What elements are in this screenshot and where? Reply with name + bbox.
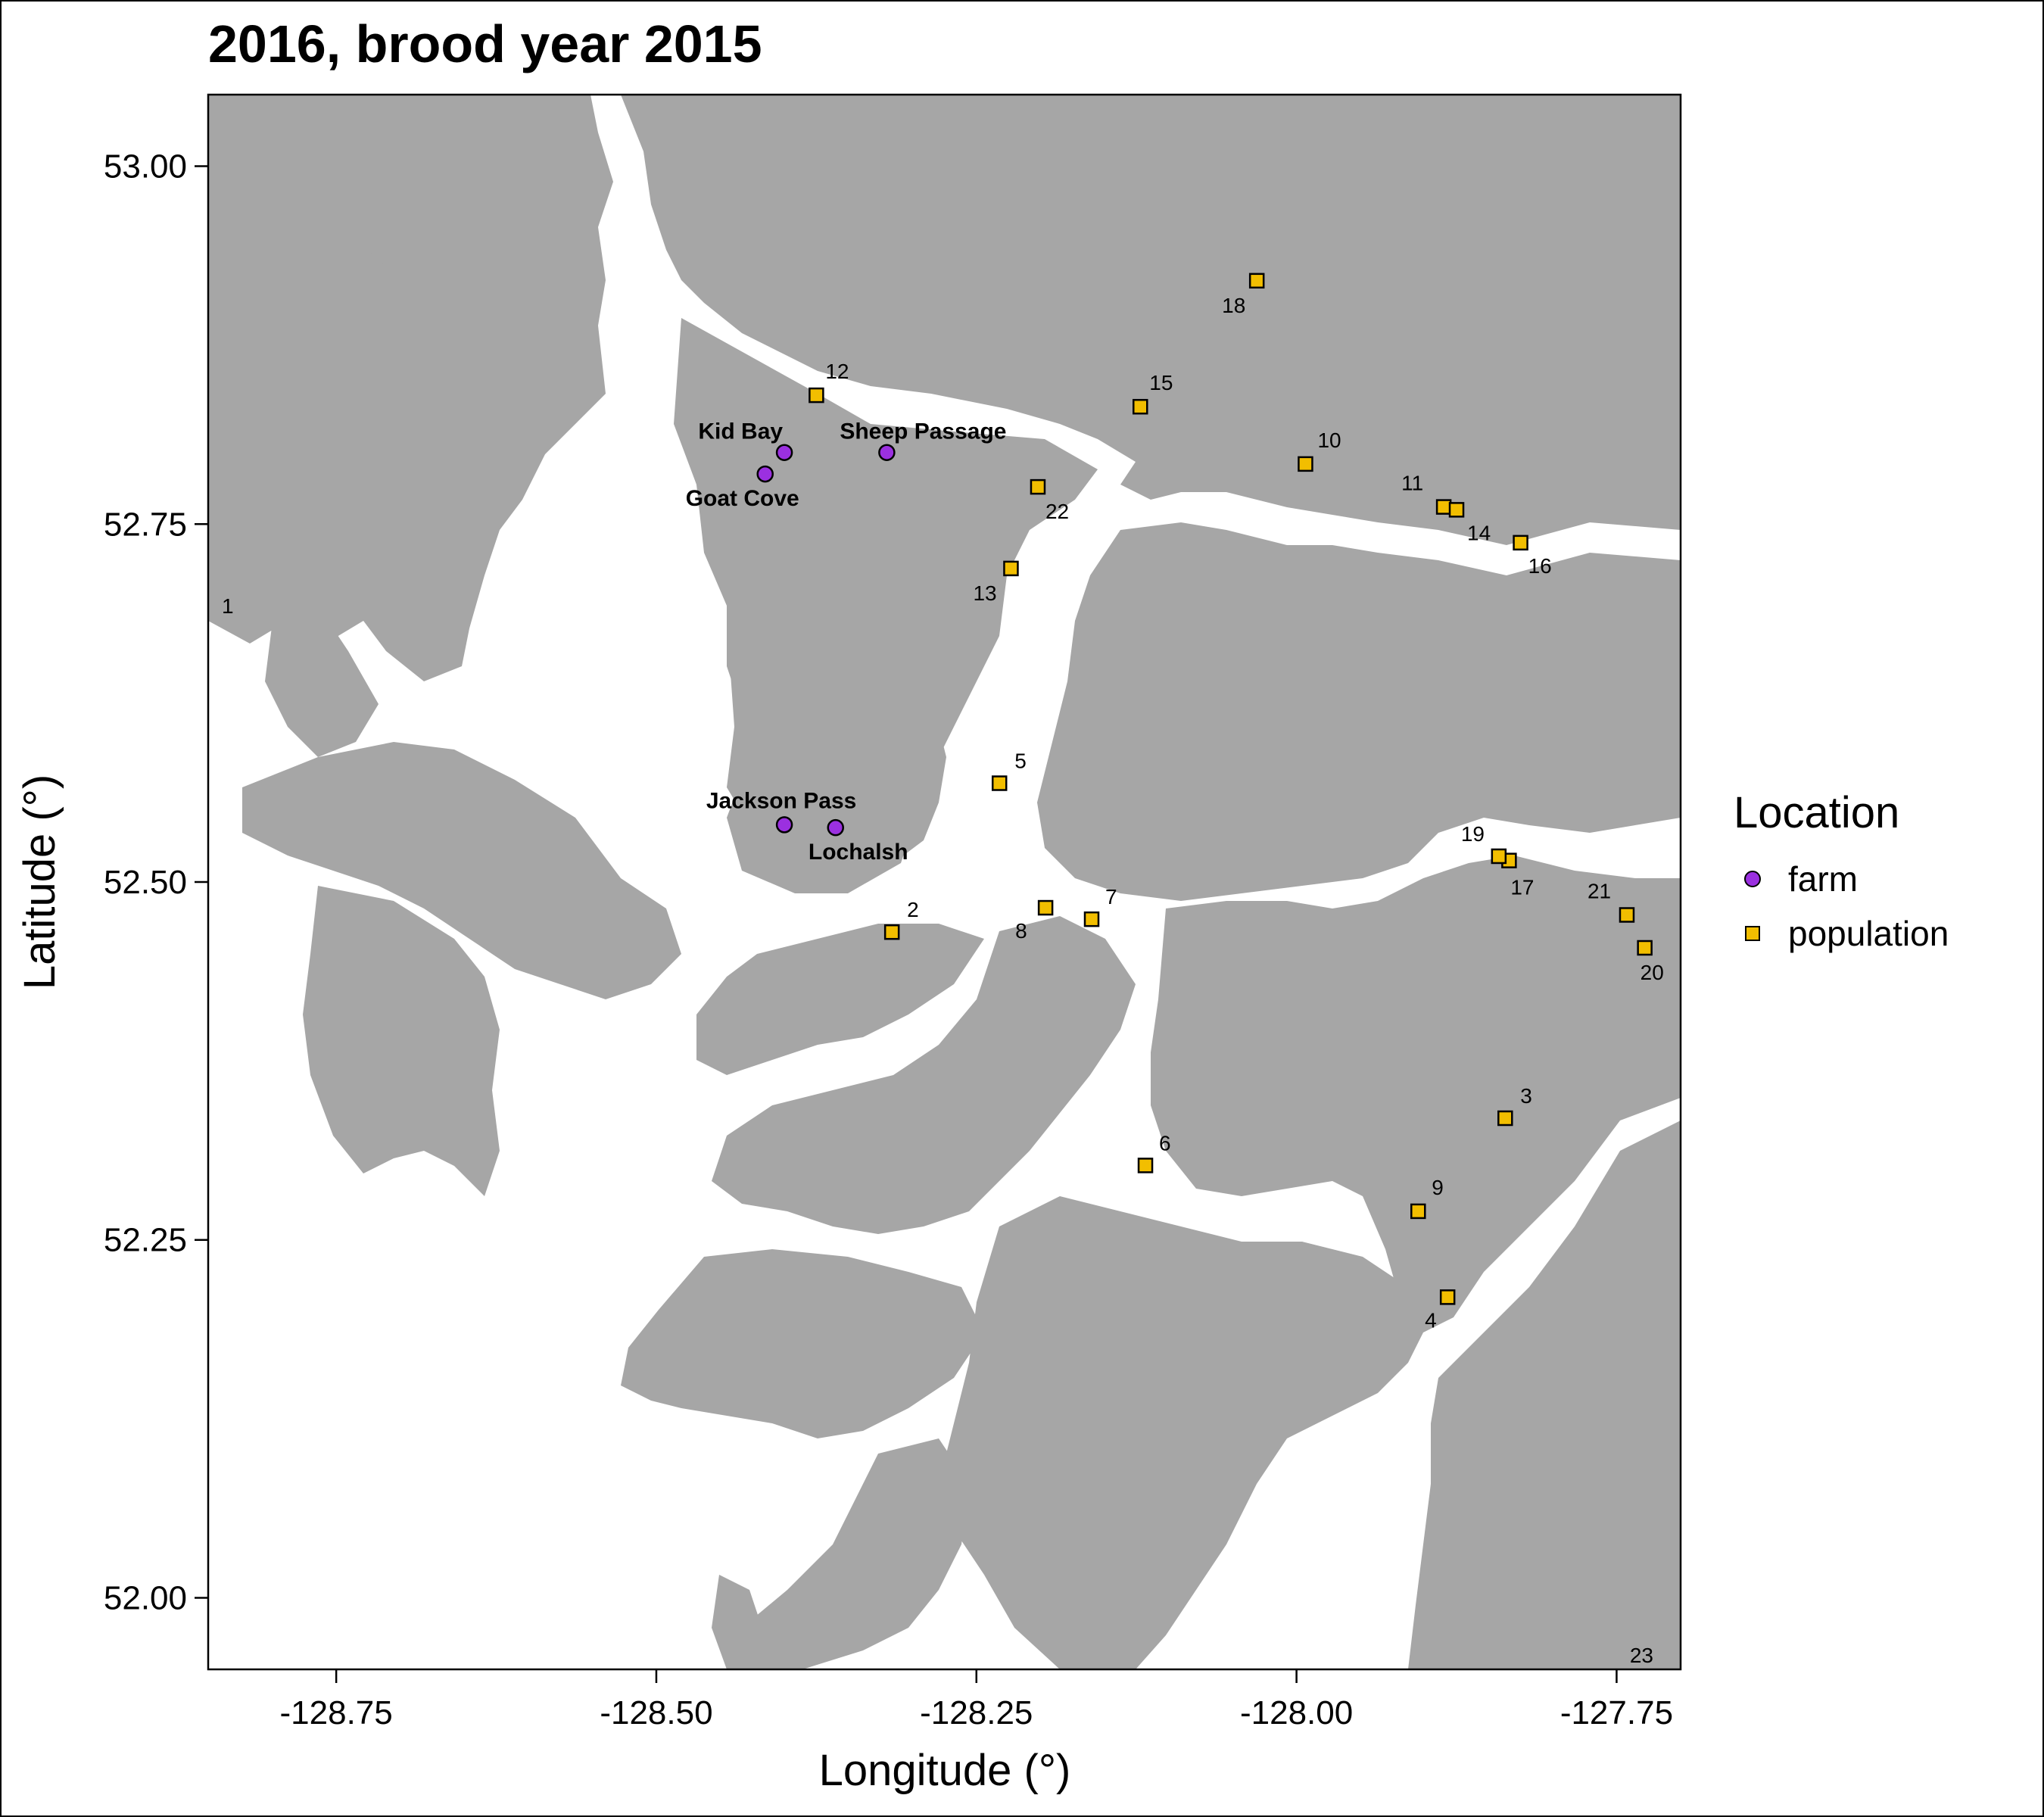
land-jackson-block (727, 591, 946, 863)
population-label: 23 (1630, 1644, 1653, 1667)
y-tick-label: 52.25 (104, 1222, 187, 1259)
land-layer (208, 95, 1681, 1669)
population-marker (1298, 456, 1313, 472)
land-east-block (1151, 856, 1681, 1332)
land-island-west (265, 227, 424, 757)
y-tick-label: 52.50 (104, 864, 187, 901)
legend-label-population: population (1788, 914, 1949, 953)
population-label: 14 (1467, 521, 1491, 544)
population-label: 2 (907, 898, 919, 921)
population-label: 1 (222, 594, 234, 618)
population-square-icon (1745, 926, 1760, 941)
legend-item-population: population (1734, 906, 1949, 961)
population-label: 4 (1425, 1308, 1437, 1332)
population-label: 10 (1317, 429, 1341, 452)
population-marker (809, 387, 824, 404)
population-marker (1248, 273, 1265, 289)
land-far-south (712, 1575, 765, 1669)
land-central-south (696, 924, 984, 1075)
population-label: 19 (1461, 822, 1485, 846)
population-label: 17 (1510, 876, 1534, 899)
population-marker (1037, 899, 1054, 916)
y-axis: 53.00 52.75 52.50 52.25 52.00 (104, 148, 208, 1616)
land-south-island (303, 886, 500, 1196)
land-sw-islands (621, 1249, 984, 1438)
farm-label: Sheep Passage (840, 419, 1006, 444)
legend-key-farm (1734, 860, 1771, 898)
farm-marker (827, 818, 844, 837)
population-marker (1513, 535, 1528, 551)
farm-label: Goat Cove (686, 486, 799, 511)
population-label: 3 (1520, 1084, 1532, 1108)
population-label: 9 (1432, 1176, 1444, 1199)
legend: Location farm population (1734, 787, 1949, 961)
population-label: 22 (1045, 500, 1069, 523)
population-marker (1133, 398, 1148, 415)
population-marker (1448, 502, 1465, 518)
y-tick-label: 52.75 (104, 506, 187, 543)
land-mainland-north (621, 95, 1681, 545)
x-tick-label: -128.75 (280, 1694, 393, 1731)
x-tick-label: -128.50 (600, 1694, 712, 1731)
legend-label-farm: farm (1788, 859, 1858, 899)
y-axis-title: Latitude (°) (15, 774, 64, 990)
x-tick-label: -127.75 (1560, 1694, 1673, 1731)
population-label: 11 (1401, 472, 1423, 495)
population-marker (991, 775, 1008, 791)
population-label: 16 (1528, 554, 1552, 578)
population-marker (1030, 478, 1046, 495)
y-tick-label: 53.00 (104, 148, 187, 185)
legend-item-farm: farm (1734, 852, 1949, 906)
farm-circle-icon (1744, 871, 1761, 887)
farm-marker (775, 444, 793, 461)
population-label: 13 (973, 581, 996, 605)
map-title: 2016, brood year 2015 (208, 14, 762, 73)
land-se-mainland (1408, 1120, 1681, 1669)
population-label: 8 (1015, 919, 1027, 943)
population-marker (1497, 1110, 1513, 1127)
x-tick-label: -128.25 (920, 1694, 1033, 1731)
farm-label: Lochalsh (809, 840, 908, 865)
population-marker (1619, 907, 1635, 923)
population-marker (1439, 1289, 1456, 1305)
land-south-mainland (939, 1196, 1423, 1669)
farm-label: Kid Bay (698, 419, 783, 444)
population-marker (1435, 499, 1452, 515)
population-label: 7 (1105, 885, 1117, 908)
population-marker (1410, 1203, 1426, 1220)
legend-key-population (1734, 915, 1771, 952)
population-marker (1003, 560, 1019, 577)
farm-marker (878, 444, 896, 461)
legend-title: Location (1734, 788, 1900, 837)
population-label: 12 (825, 360, 849, 383)
y-tick-label: 52.00 (104, 1579, 187, 1616)
population-marker (1083, 911, 1100, 927)
x-tick-label: -128.00 (1240, 1694, 1353, 1731)
farm-marker (756, 465, 774, 483)
farm-label: Jackson Pass (706, 788, 856, 813)
population-marker (1137, 1158, 1154, 1173)
land-central-east (1037, 522, 1681, 901)
land-south-inner (727, 1438, 969, 1669)
x-axis: -128.75 -128.50 -128.25 -128.00 -127.75 (280, 1669, 1673, 1731)
x-axis-title: Longitude (°) (819, 1746, 1071, 1795)
population-label: 20 (1640, 961, 1664, 984)
population-marker (1637, 940, 1653, 956)
population-label: 15 (1149, 371, 1173, 394)
population-label: 6 (1159, 1131, 1171, 1155)
population-label: 21 (1588, 879, 1611, 902)
farm-markers: Kid Bay Goat Cove Sheep Passage Jackson Pas… (686, 419, 1007, 865)
farm-marker (775, 816, 793, 834)
population-label: 18 (1222, 294, 1245, 317)
population-label: 5 (1014, 750, 1027, 773)
population-marker (883, 924, 900, 940)
land-mid-south (712, 916, 1136, 1234)
land-west-peninsula (242, 742, 681, 999)
population-marker (1491, 848, 1507, 865)
